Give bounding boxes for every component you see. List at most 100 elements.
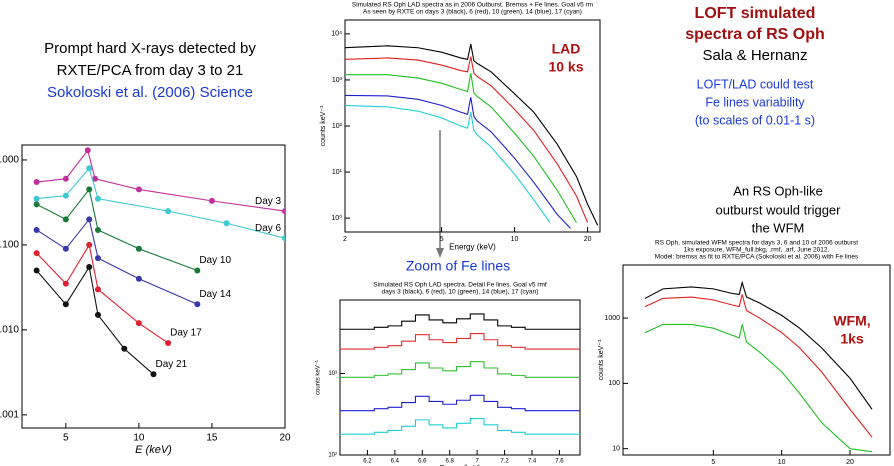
data-point <box>135 186 142 193</box>
data-point <box>62 301 69 308</box>
y-tick-label: 10 <box>612 446 620 453</box>
data-point <box>94 195 101 202</box>
wfm-note: An RS Oph-like <box>733 183 823 198</box>
series-line <box>345 94 571 229</box>
x-tick-label: 20 <box>584 236 592 243</box>
data-point <box>165 208 172 215</box>
data-point <box>33 226 40 233</box>
reference: Sokoloski et al. (2006) Science <box>47 84 253 101</box>
data-point <box>86 241 93 248</box>
x-tick-label: 10 <box>511 236 519 243</box>
series-label: Day 17 <box>170 328 202 339</box>
x-tick-label: 2 <box>343 236 347 243</box>
data-point <box>62 245 69 252</box>
x-tick-label: 7.6 <box>555 459 564 465</box>
series-label: Day 6 <box>255 223 282 234</box>
note-line: (to scales of 0.01-1 s) <box>695 113 815 127</box>
data-point <box>121 345 128 352</box>
data-point <box>33 195 40 202</box>
heading: spectra of RS Oph <box>685 26 825 43</box>
x-tick-label: 5 <box>63 433 69 444</box>
series-line <box>340 394 580 412</box>
x-axis-label: E (keV) <box>135 444 172 456</box>
y-tick-label: 10³ <box>332 77 343 84</box>
x-tick-label: 7 <box>475 459 479 465</box>
data-point <box>62 280 69 287</box>
data-point <box>135 245 142 252</box>
y-axis-label: counts keV⁻¹ <box>598 339 605 380</box>
x-tick-label: 7.4 <box>528 459 537 465</box>
series-line <box>340 313 580 330</box>
data-point <box>135 320 142 327</box>
series-line <box>644 294 873 438</box>
y-tick-label: 10⁰ <box>331 214 342 222</box>
series-label: Day 21 <box>156 359 188 370</box>
annotation: LAD <box>552 41 581 57</box>
note-line: LOFT/LAD could test <box>697 77 814 91</box>
y-tick-label: 1.000 <box>0 155 19 166</box>
chart-title: RS Oph, simulated WFM spectra for days 3… <box>655 240 858 247</box>
data-point <box>282 208 285 215</box>
data-point <box>208 197 215 204</box>
x-tick-label: 7.2 <box>500 459 509 465</box>
series-line <box>345 43 599 226</box>
series-line <box>644 280 873 410</box>
chart-title: Simulated RS Oph LAD spectra. Detail Fe … <box>373 282 547 289</box>
data-point <box>33 267 40 274</box>
data-point <box>165 340 172 347</box>
chart-title: As seen by RXTE on days 3 (black), 6 (re… <box>363 9 582 16</box>
chart-title: 1ks exposure, WFM_full.bkg, .rmf, .arf, … <box>684 247 830 254</box>
series-group <box>644 280 873 453</box>
caption-line: RXTE/PCA from day 3 to 21 <box>57 62 244 79</box>
annotation: 1ks <box>840 331 864 347</box>
y-tick-label: 0.010 <box>0 325 19 336</box>
y-tick-label: 10² <box>328 453 337 459</box>
data-point <box>62 192 69 199</box>
x-tick-label: 5 <box>711 459 715 466</box>
data-point <box>84 147 91 154</box>
series-line <box>340 332 580 350</box>
x-tick-label: 15 <box>206 433 218 444</box>
data-point <box>94 255 101 262</box>
data-point <box>94 286 101 293</box>
data-point <box>135 275 142 282</box>
caption-line: Prompt hard X-rays detected by <box>44 40 256 57</box>
data-point <box>86 165 93 172</box>
data-point <box>33 250 40 257</box>
data-point <box>86 263 93 270</box>
series-line <box>345 73 577 223</box>
wfm-note: the WFM <box>752 220 805 235</box>
x-tick-label: 5 <box>440 236 444 243</box>
data-point <box>94 226 101 233</box>
y-tick-label: 10² <box>332 123 343 130</box>
y-axis-label: counts keV⁻¹ <box>316 360 322 395</box>
data-point <box>33 201 40 208</box>
data-point <box>94 311 101 318</box>
x-tick-label: 6.8 <box>446 459 455 465</box>
y-tick-label: 10⁴ <box>331 31 342 38</box>
x-tick-label: 10 <box>133 433 145 444</box>
plot-frame <box>622 264 891 456</box>
data-point <box>223 220 230 227</box>
data-point <box>194 267 201 274</box>
chart-title: days 3 (black), 6 (red), 10 (green), 14 … <box>382 289 539 296</box>
data-point <box>62 175 69 182</box>
x-tick-label: 6.6 <box>418 459 427 465</box>
data-point <box>86 186 93 193</box>
series-line <box>36 243 169 344</box>
x-tick-label: 6.4 <box>391 459 400 465</box>
data-point <box>282 235 285 242</box>
chart-title: Simulated RS Oph LAD spectra as in 2006 … <box>352 2 593 9</box>
series-line <box>36 265 154 375</box>
series-line <box>340 418 580 435</box>
series-line <box>36 218 198 305</box>
wfm-note: outburst would trigger <box>715 202 841 217</box>
annotation: WFM, <box>833 313 870 329</box>
series-line <box>644 323 873 453</box>
x-tick-label: 20 <box>846 459 854 466</box>
data-point <box>86 216 93 223</box>
data-point <box>92 175 99 182</box>
data-point <box>62 216 69 223</box>
series-group <box>340 313 580 435</box>
